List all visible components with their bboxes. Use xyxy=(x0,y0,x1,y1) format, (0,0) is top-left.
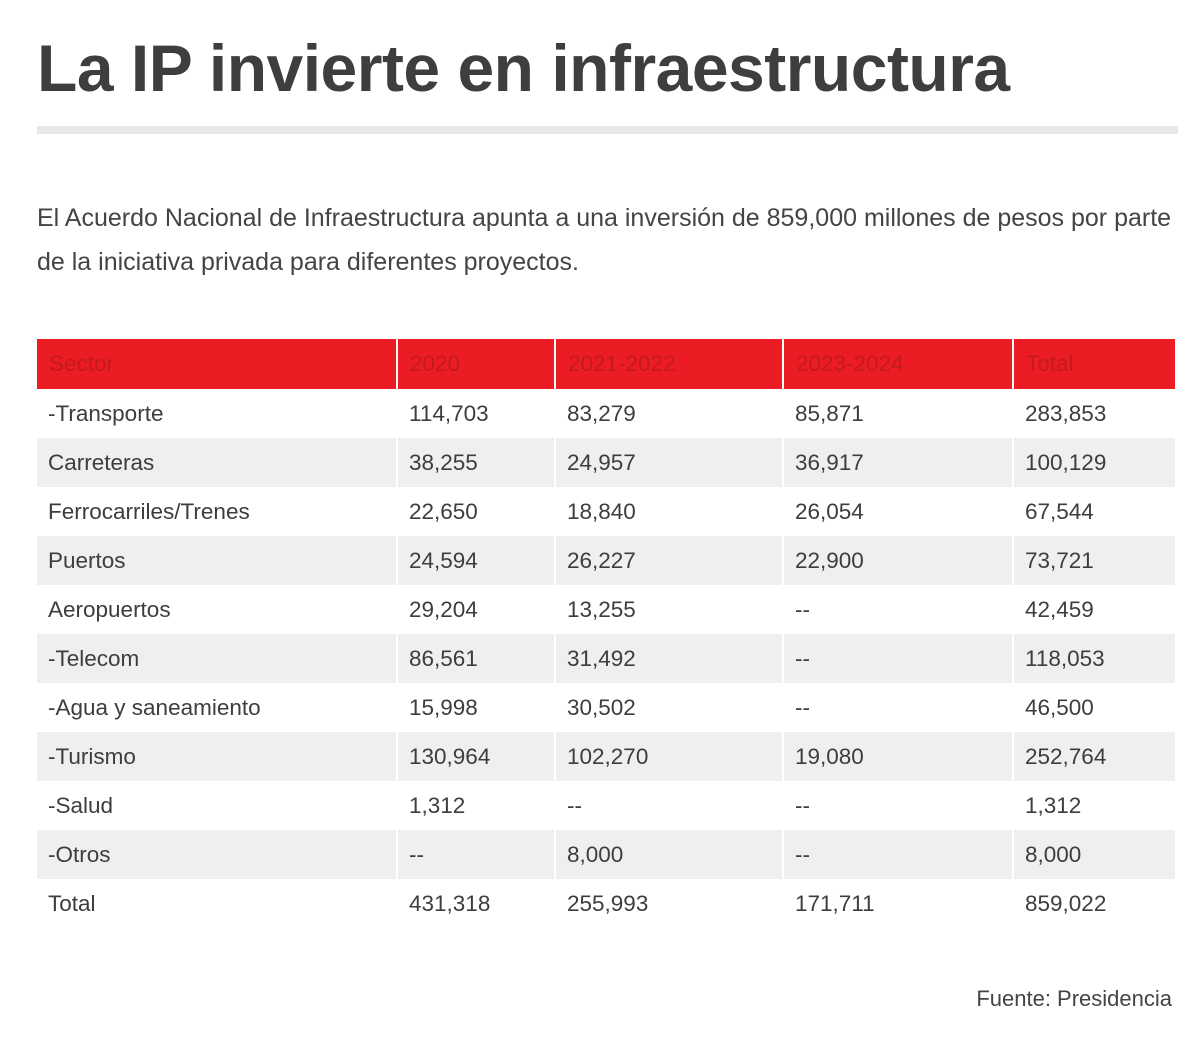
value-total-cell: 46,500 xyxy=(1014,683,1175,732)
value-2021-2022-cell: 13,255 xyxy=(556,585,784,634)
sector-cell: -Transporte xyxy=(37,389,398,438)
value-2023-2024-cell: -- xyxy=(784,585,1014,634)
value-total-cell: 100,129 xyxy=(1014,438,1175,487)
sector-cell: Aeropuertos xyxy=(37,585,398,634)
sector-cell: Total xyxy=(37,879,398,928)
header-2023-2024: 2023-2024 xyxy=(784,339,1014,389)
value-2021-2022-cell: 30,502 xyxy=(556,683,784,732)
header-2020: 2020 xyxy=(398,339,556,389)
source-note: Fuente: Presidencia xyxy=(976,986,1172,1011)
header-sector: Sector xyxy=(37,339,398,389)
value-2021-2022-cell: 83,279 xyxy=(556,389,784,438)
sector-cell: -Agua y saneamiento xyxy=(37,683,398,732)
value-2020-cell: 24,594 xyxy=(398,536,556,585)
value-total-cell: 1,312 xyxy=(1014,781,1175,830)
title-divider xyxy=(37,126,1178,134)
sector-cell: -Otros xyxy=(37,830,398,879)
value-2021-2022-cell: 18,840 xyxy=(556,487,784,536)
table-row: -Otros -- 8,000 -- 8,000 xyxy=(37,830,1175,879)
value-2023-2024-cell: -- xyxy=(784,830,1014,879)
value-2020-cell: 22,650 xyxy=(398,487,556,536)
table-row: -Salud 1,312 -- -- 1,312 xyxy=(37,781,1175,830)
table-row: -Telecom 86,561 31,492 -- 118,053 xyxy=(37,634,1175,683)
value-2023-2024-cell: 85,871 xyxy=(784,389,1014,438)
value-2023-2024-cell: 19,080 xyxy=(784,732,1014,781)
value-2023-2024-cell: -- xyxy=(784,634,1014,683)
value-2023-2024-cell: 36,917 xyxy=(784,438,1014,487)
sector-cell: Puertos xyxy=(37,536,398,585)
sector-cell: -Telecom xyxy=(37,634,398,683)
value-total-cell: 118,053 xyxy=(1014,634,1175,683)
table-body: -Transporte 114,703 83,279 85,871 283,853 Car… xyxy=(37,389,1175,928)
header-total: Total xyxy=(1014,339,1175,389)
total-row: Total 431,318 255,993 171,711 859,022 xyxy=(37,879,1175,928)
value-2023-2024-cell: 22,900 xyxy=(784,536,1014,585)
value-total-cell: 283,853 xyxy=(1014,389,1175,438)
value-2020-cell: 38,255 xyxy=(398,438,556,487)
table-row: Puertos 24,594 26,227 22,900 73,721 xyxy=(37,536,1175,585)
value-2020-cell: 1,312 xyxy=(398,781,556,830)
table-row: Carreteras 38,255 24,957 36,917 100,129 xyxy=(37,438,1175,487)
value-2023-2024-cell: -- xyxy=(784,683,1014,732)
investment-table: Sector 2020 2021-2022 2023-2024 Total -T… xyxy=(37,339,1175,928)
page-title: La IP invierte en infraestructura xyxy=(37,31,1010,105)
subtitle: El Acuerdo Nacional de Infraestructura a… xyxy=(37,204,1172,276)
value-2023-2024-cell: 26,054 xyxy=(784,487,1014,536)
value-2020-cell: 15,998 xyxy=(398,683,556,732)
sector-cell: -Salud xyxy=(37,781,398,830)
value-2021-2022-cell: 24,957 xyxy=(556,438,784,487)
value-2021-2022-cell: 255,993 xyxy=(556,879,784,928)
value-total-cell: 252,764 xyxy=(1014,732,1175,781)
value-2021-2022-cell: 31,492 xyxy=(556,634,784,683)
table-row: -Turismo 130,964 102,270 19,080 252,764 xyxy=(37,732,1175,781)
value-total-cell: 42,459 xyxy=(1014,585,1175,634)
value-total-cell: 67,544 xyxy=(1014,487,1175,536)
table-header-row: Sector 2020 2021-2022 2023-2024 Total xyxy=(37,339,1175,389)
value-2020-cell: 86,561 xyxy=(398,634,556,683)
table-row: Aeropuertos 29,204 13,255 -- 42,459 xyxy=(37,585,1175,634)
table-row: -Transporte 114,703 83,279 85,871 283,853 xyxy=(37,389,1175,438)
value-2023-2024-cell: 171,711 xyxy=(784,879,1014,928)
value-2020-cell: 29,204 xyxy=(398,585,556,634)
value-2021-2022-cell: 8,000 xyxy=(556,830,784,879)
value-2021-2022-cell: -- xyxy=(556,781,784,830)
value-2021-2022-cell: 26,227 xyxy=(556,536,784,585)
value-total-cell: 73,721 xyxy=(1014,536,1175,585)
sector-cell: Carreteras xyxy=(37,438,398,487)
value-2020-cell: 130,964 xyxy=(398,732,556,781)
value-2020-cell: 431,318 xyxy=(398,879,556,928)
sector-cell: Ferrocarriles/Trenes xyxy=(37,487,398,536)
value-total-cell: 8,000 xyxy=(1014,830,1175,879)
table-row: -Agua y saneamiento 15,998 30,502 -- 46,500 xyxy=(37,683,1175,732)
value-2021-2022-cell: 102,270 xyxy=(556,732,784,781)
value-2020-cell: -- xyxy=(398,830,556,879)
header-2021-2022: 2021-2022 xyxy=(556,339,784,389)
sector-cell: -Turismo xyxy=(37,732,398,781)
value-2020-cell: 114,703 xyxy=(398,389,556,438)
value-2023-2024-cell: -- xyxy=(784,781,1014,830)
table-row: Ferrocarriles/Trenes 22,650 18,840 26,054 67… xyxy=(37,487,1175,536)
value-total-cell: 859,022 xyxy=(1014,879,1175,928)
